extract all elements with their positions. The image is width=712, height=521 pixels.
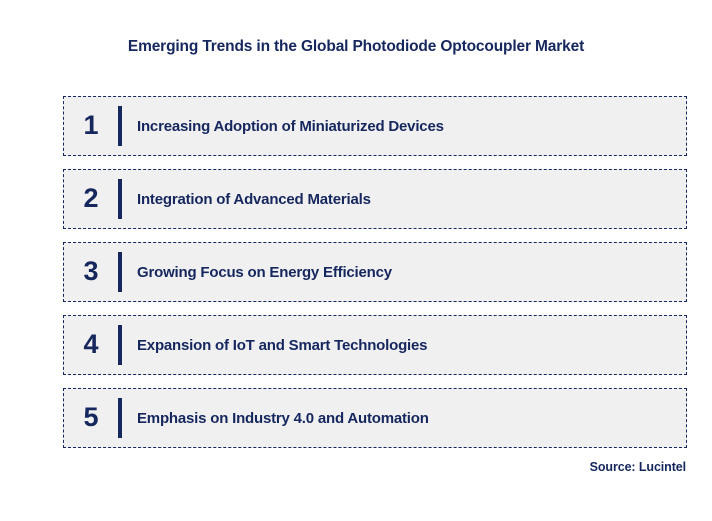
trend-number-2: 2 (83, 182, 99, 213)
trend-item-2: 2 Integration of Advanced Materials (63, 169, 687, 229)
page-title: Emerging Trends in the Global Photodiode… (127, 38, 585, 55)
trend-number-1: 1 (83, 109, 99, 140)
trend-divider-icon-3 (118, 252, 122, 292)
trend-divider-icon-1 (118, 106, 122, 146)
trend-number-5: 5 (83, 401, 99, 432)
trend-item-4: 4 Expansion of IoT and Smart Technologie… (63, 315, 687, 375)
trend-divider-icon-2 (118, 179, 122, 219)
trend-divider-icon-5 (118, 398, 122, 438)
source-attribution: Source: Lucintel (589, 460, 686, 474)
trend-divider-icon-4 (118, 325, 122, 365)
trend-item-5: 5 Emphasis on Industry 4.0 and Automatio… (63, 388, 687, 448)
trend-list: 1 Increasing Adoption of Miniaturized De… (63, 96, 687, 448)
trend-item-3: 3 Growing Focus on Energy Efficiency (63, 242, 687, 302)
trend-label-4: Expansion of IoT and Smart Technologies (137, 336, 428, 354)
trend-label-2: Integration of Advanced Materials (137, 190, 371, 208)
trend-label-3: Growing Focus on Energy Efficiency (137, 263, 392, 281)
trend-label-1: Increasing Adoption of Miniaturized Devi… (137, 117, 444, 135)
trend-number-4: 4 (83, 328, 99, 359)
trend-number-3: 3 (83, 255, 99, 286)
trend-item-1: 1 Increasing Adoption of Miniaturized De… (63, 96, 687, 156)
trend-label-5: Emphasis on Industry 4.0 and Automation (137, 409, 429, 427)
